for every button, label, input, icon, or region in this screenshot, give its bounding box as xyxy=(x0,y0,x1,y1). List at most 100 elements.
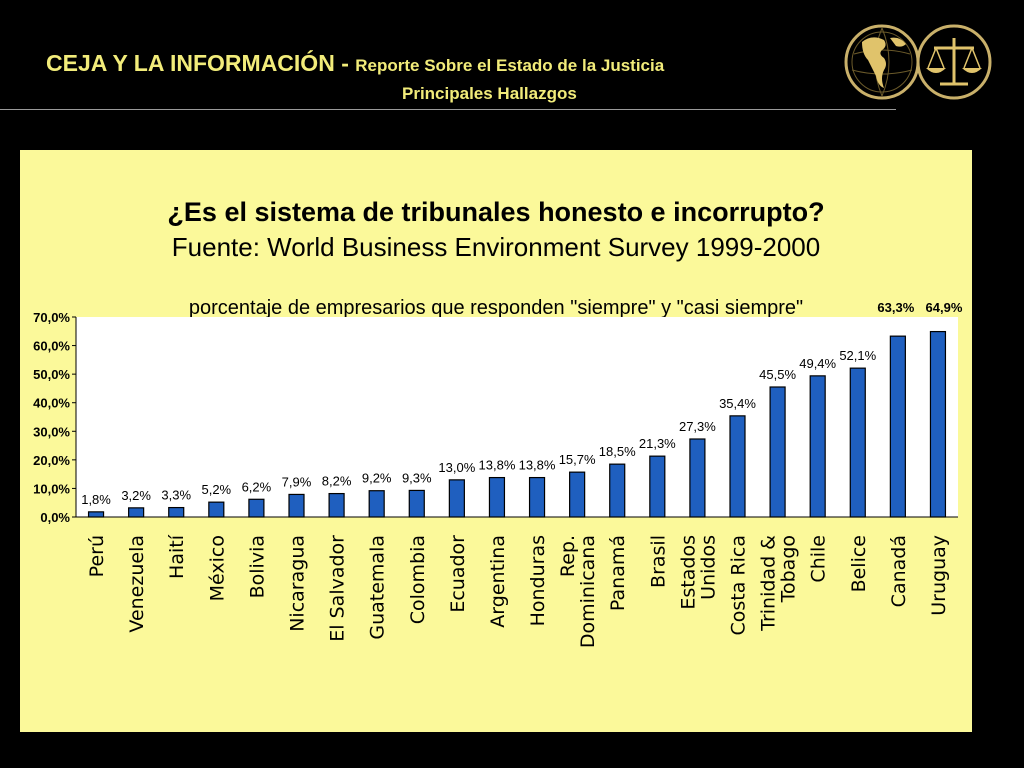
x-tick-label: Perú xyxy=(86,535,108,577)
bar xyxy=(689,438,706,518)
x-tick-label: Colombia xyxy=(407,535,429,624)
header-subtitle: Principales Hallazgos xyxy=(402,84,577,103)
data-label: 63,3% xyxy=(877,300,914,315)
data-label: 35,4% xyxy=(719,396,756,411)
x-tick-label: Bolivia xyxy=(246,535,268,598)
data-label: 7,9% xyxy=(282,474,312,489)
x-tick-label-line: Chile xyxy=(808,535,830,583)
bar xyxy=(128,507,145,518)
bar xyxy=(208,501,225,518)
data-label: 9,2% xyxy=(362,471,392,486)
x-tick-label-line: Unidos xyxy=(697,535,719,600)
logos xyxy=(844,24,992,100)
series-label: porcentaje de empresarios que responden … xyxy=(189,297,803,319)
data-label: 49,4% xyxy=(799,356,836,371)
data-label: 27,3% xyxy=(679,419,716,434)
x-tick-label: Venezuela xyxy=(126,535,148,633)
bar xyxy=(408,489,425,518)
x-tick-label: Chile xyxy=(808,535,830,583)
data-label: 13,8% xyxy=(519,458,556,473)
x-tick-label-line: Tobago xyxy=(778,535,800,603)
bar xyxy=(368,490,385,518)
y-tick-label: 40,0% xyxy=(33,396,70,411)
bar xyxy=(889,335,906,518)
x-tick-label-line: Ecuador xyxy=(447,535,469,613)
x-tick-label-line: Honduras xyxy=(527,535,549,626)
x-tick-labels: Perú Venezuela Haití México Bolivia Nicaragua… xyxy=(86,534,950,648)
x-tick-label-line: Costa Rica xyxy=(728,535,750,636)
bar-chart: ¿Es el sistema de tribunales honesto e i… xyxy=(33,197,963,648)
x-tick-label-line: Brasil xyxy=(647,535,669,588)
x-tick-label-line: Trinidad & xyxy=(758,535,780,632)
y-ticks: 0,0% 10,0% 20,0% 30,0% 40,0% 50,0% 60,0% 70,0% xyxy=(33,310,76,525)
bar xyxy=(569,471,586,518)
x-tick-label-line: Rep. xyxy=(557,535,579,577)
y-tick-label: 10,0% xyxy=(33,481,70,496)
x-tick-label: Belice xyxy=(848,535,870,592)
x-tick-label-line: Haití xyxy=(166,534,188,579)
data-label: 9,3% xyxy=(402,470,432,485)
x-tick-label: Panamá xyxy=(607,535,629,611)
bar xyxy=(849,367,866,518)
data-label: 18,5% xyxy=(599,444,636,459)
bar xyxy=(328,492,345,518)
header-title-main: CEJA Y LA INFORMACIÓN - xyxy=(46,50,356,76)
x-tick-label-line: México xyxy=(206,535,228,601)
y-tick-label: 70,0% xyxy=(33,310,70,325)
data-label: 15,7% xyxy=(559,452,596,467)
x-tick-label: México xyxy=(206,535,228,601)
data-label: 8,2% xyxy=(322,474,352,489)
header-title-sub: Reporte Sobre el Estado de la Justicia xyxy=(355,56,665,75)
x-tick-label: Guatemala xyxy=(367,535,389,640)
x-tick-label-line: Argentina xyxy=(487,535,509,628)
x-tick-label: Brasil xyxy=(647,535,669,588)
bar xyxy=(729,415,746,518)
globe-icon xyxy=(844,24,920,100)
x-tick-label: Trinidad &Tobago xyxy=(758,535,800,632)
header-divider xyxy=(0,109,896,110)
y-tick-label: 50,0% xyxy=(33,367,70,382)
x-tick-label-line: Panamá xyxy=(607,535,629,611)
data-label: 21,3% xyxy=(639,436,676,451)
x-tick-label-line: Nicaragua xyxy=(287,535,309,632)
x-tick-label-line: Dominicana xyxy=(577,535,599,648)
x-tick-label: El Salvador xyxy=(327,535,349,642)
data-label: 1,8% xyxy=(81,492,111,507)
header-title: CEJA Y LA INFORMACIÓN - Reporte Sobre el… xyxy=(46,50,664,77)
x-tick-label: Uruguay xyxy=(928,535,950,616)
data-label: 6,2% xyxy=(242,479,272,494)
x-tick-label-line: Uruguay xyxy=(928,535,950,616)
x-tick-label: Canadá xyxy=(888,535,910,607)
bar xyxy=(769,386,786,518)
x-tick-label: Honduras xyxy=(527,535,549,626)
data-label: 5,2% xyxy=(201,482,231,497)
bar xyxy=(288,493,305,518)
data-label: 45,5% xyxy=(759,367,796,382)
data-label: 13,0% xyxy=(438,460,475,475)
y-tick-label: 0,0% xyxy=(40,510,70,525)
bar xyxy=(248,498,265,518)
bar xyxy=(809,375,826,518)
chart-title: ¿Es el sistema de tribunales honesto e i… xyxy=(167,197,824,227)
x-tick-label-line: Guatemala xyxy=(367,535,389,640)
data-label: 52,1% xyxy=(839,348,876,363)
x-tick-label: Costa Rica xyxy=(728,535,750,636)
data-label: 3,3% xyxy=(161,488,191,503)
x-tick-label: Rep.Dominicana xyxy=(557,535,599,648)
data-label: 3,2% xyxy=(121,488,151,503)
x-tick-label: Nicaragua xyxy=(287,535,309,632)
x-tick-label: Ecuador xyxy=(447,535,469,613)
x-tick-label-line: Venezuela xyxy=(126,535,148,633)
x-tick-label-line: Belice xyxy=(848,535,870,592)
x-tick-label-line: Perú xyxy=(86,535,108,577)
bar xyxy=(488,476,506,518)
data-label: 13,8% xyxy=(479,458,516,473)
scales-of-justice-icon xyxy=(916,24,992,100)
bar xyxy=(929,330,947,518)
chart-panel: ¿Es el sistema de tribunales honesto e i… xyxy=(20,150,972,732)
x-tick-label-line: Bolivia xyxy=(246,535,268,598)
data-label: 64,9% xyxy=(926,300,963,315)
bars xyxy=(87,330,947,518)
y-tick-label: 30,0% xyxy=(33,424,70,439)
